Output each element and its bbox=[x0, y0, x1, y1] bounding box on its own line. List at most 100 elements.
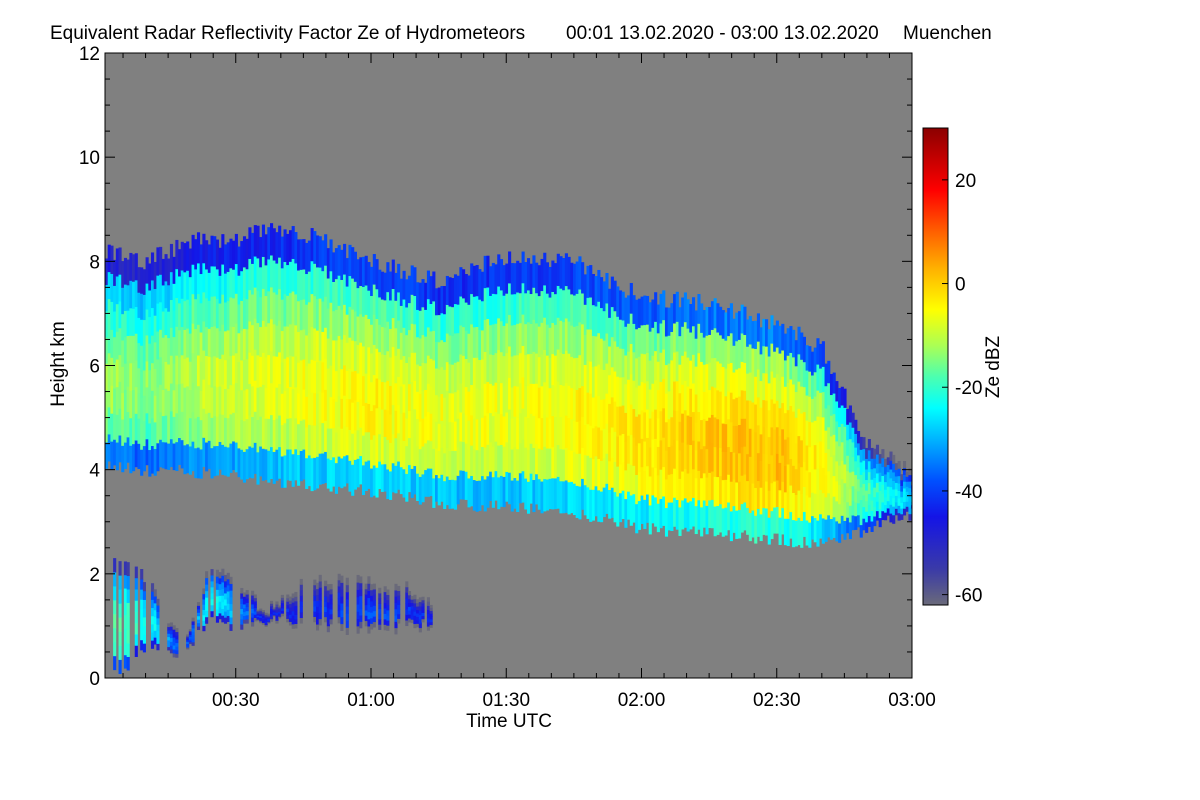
echo-cell bbox=[654, 292, 658, 322]
echo-cell bbox=[153, 315, 157, 343]
echo-cell bbox=[700, 390, 704, 421]
echo-cell bbox=[554, 478, 558, 510]
echo-cell bbox=[908, 468, 912, 476]
echo-cell bbox=[719, 447, 723, 477]
echo-cell bbox=[646, 352, 650, 382]
echo-cell bbox=[372, 374, 376, 406]
echo-cell bbox=[778, 517, 782, 545]
echo-cell bbox=[667, 307, 671, 336]
echo-cell bbox=[286, 418, 290, 450]
echo-cell bbox=[242, 604, 247, 609]
echo-cell bbox=[237, 246, 241, 276]
echo-cell bbox=[426, 605, 431, 611]
echo-cell bbox=[240, 419, 244, 450]
echo-cell bbox=[359, 602, 363, 610]
echo-cell bbox=[310, 260, 314, 295]
echo-cell bbox=[324, 451, 328, 483]
echo-cell bbox=[286, 608, 290, 613]
echo-cell bbox=[261, 620, 265, 623]
echo-cell bbox=[513, 324, 517, 356]
echo-cell bbox=[280, 605, 284, 609]
echo-cell bbox=[462, 269, 466, 299]
echo-cell bbox=[370, 266, 374, 297]
echo-cell bbox=[770, 482, 774, 512]
echo-cell bbox=[854, 474, 858, 489]
echo-cell bbox=[421, 306, 425, 336]
echo-cell bbox=[148, 369, 152, 397]
echo-cell bbox=[786, 518, 790, 547]
echo-cell bbox=[326, 619, 330, 627]
echo-cell bbox=[467, 304, 471, 334]
echo-cell bbox=[535, 443, 539, 475]
echo-cell bbox=[394, 382, 398, 411]
echo-cell bbox=[797, 517, 801, 546]
echo-cell bbox=[862, 471, 866, 484]
echo-cell bbox=[259, 608, 263, 611]
x-axis: 00:30 01:00 01:30 02:00 02:30 03:00 bbox=[122, 53, 936, 711]
echo-cell bbox=[535, 323, 539, 354]
echo-cell bbox=[264, 356, 268, 389]
echo-cell bbox=[267, 227, 271, 260]
echo-cell bbox=[259, 386, 263, 417]
echo-cell bbox=[635, 416, 639, 446]
echo-cell bbox=[426, 298, 431, 328]
echo-cell bbox=[332, 456, 336, 487]
echo-cell bbox=[194, 239, 198, 270]
echo-cell bbox=[118, 617, 122, 632]
echo-cell bbox=[107, 379, 111, 408]
echo-cell bbox=[610, 366, 614, 398]
echo-cell bbox=[740, 475, 744, 505]
echo-cell bbox=[375, 348, 379, 379]
echo-cell bbox=[602, 487, 606, 518]
echo-cell bbox=[399, 305, 403, 333]
echo-cell bbox=[773, 481, 777, 508]
echo-cell bbox=[443, 286, 447, 315]
echo-cell bbox=[134, 360, 138, 388]
echo-cell bbox=[416, 336, 420, 365]
echo-cell bbox=[148, 263, 152, 291]
echo-cell bbox=[429, 624, 433, 628]
echo-cell bbox=[210, 235, 214, 267]
echo-cell bbox=[253, 614, 257, 619]
echo-cell bbox=[602, 281, 606, 312]
echo-cell bbox=[407, 598, 412, 604]
echo-cell bbox=[167, 337, 171, 365]
echo-cell bbox=[280, 456, 284, 488]
echo-cell bbox=[156, 331, 160, 360]
colorbar-label: Ze dBZ bbox=[983, 335, 1004, 398]
echo-cell bbox=[418, 338, 422, 367]
echo-cell bbox=[624, 297, 628, 327]
echo-cell bbox=[453, 391, 458, 422]
echo-cell bbox=[827, 492, 831, 516]
echo-cell bbox=[811, 398, 815, 423]
echo-cell bbox=[819, 513, 823, 539]
echo-cell bbox=[719, 503, 723, 533]
echo-cell bbox=[756, 424, 761, 454]
echo-cell bbox=[134, 577, 138, 590]
echo-cell bbox=[713, 506, 717, 537]
echo-cell bbox=[229, 297, 233, 327]
echo-cell bbox=[635, 387, 639, 417]
echo-cell bbox=[605, 333, 609, 364]
echo-cell bbox=[746, 453, 750, 482]
echo-cell bbox=[134, 589, 138, 601]
echo-cell bbox=[556, 412, 560, 446]
echo-cell bbox=[115, 359, 119, 388]
echo-cell bbox=[802, 511, 807, 537]
echo-cell bbox=[324, 389, 328, 421]
echo-cell bbox=[394, 465, 398, 494]
echo-cell bbox=[186, 357, 190, 387]
echo-cell bbox=[172, 336, 176, 364]
echo-cell bbox=[878, 508, 882, 519]
echo-cell bbox=[259, 326, 263, 357]
echo-cell bbox=[529, 323, 533, 354]
echo-cell bbox=[878, 454, 882, 464]
echo-cell bbox=[691, 440, 696, 470]
echo-cell bbox=[169, 641, 174, 646]
echo-cell bbox=[115, 442, 119, 471]
echo-cell bbox=[159, 356, 163, 385]
echo-cell bbox=[719, 419, 723, 448]
echo-cell bbox=[402, 355, 406, 385]
echo-cell bbox=[681, 500, 685, 530]
echo-cell bbox=[240, 618, 244, 625]
